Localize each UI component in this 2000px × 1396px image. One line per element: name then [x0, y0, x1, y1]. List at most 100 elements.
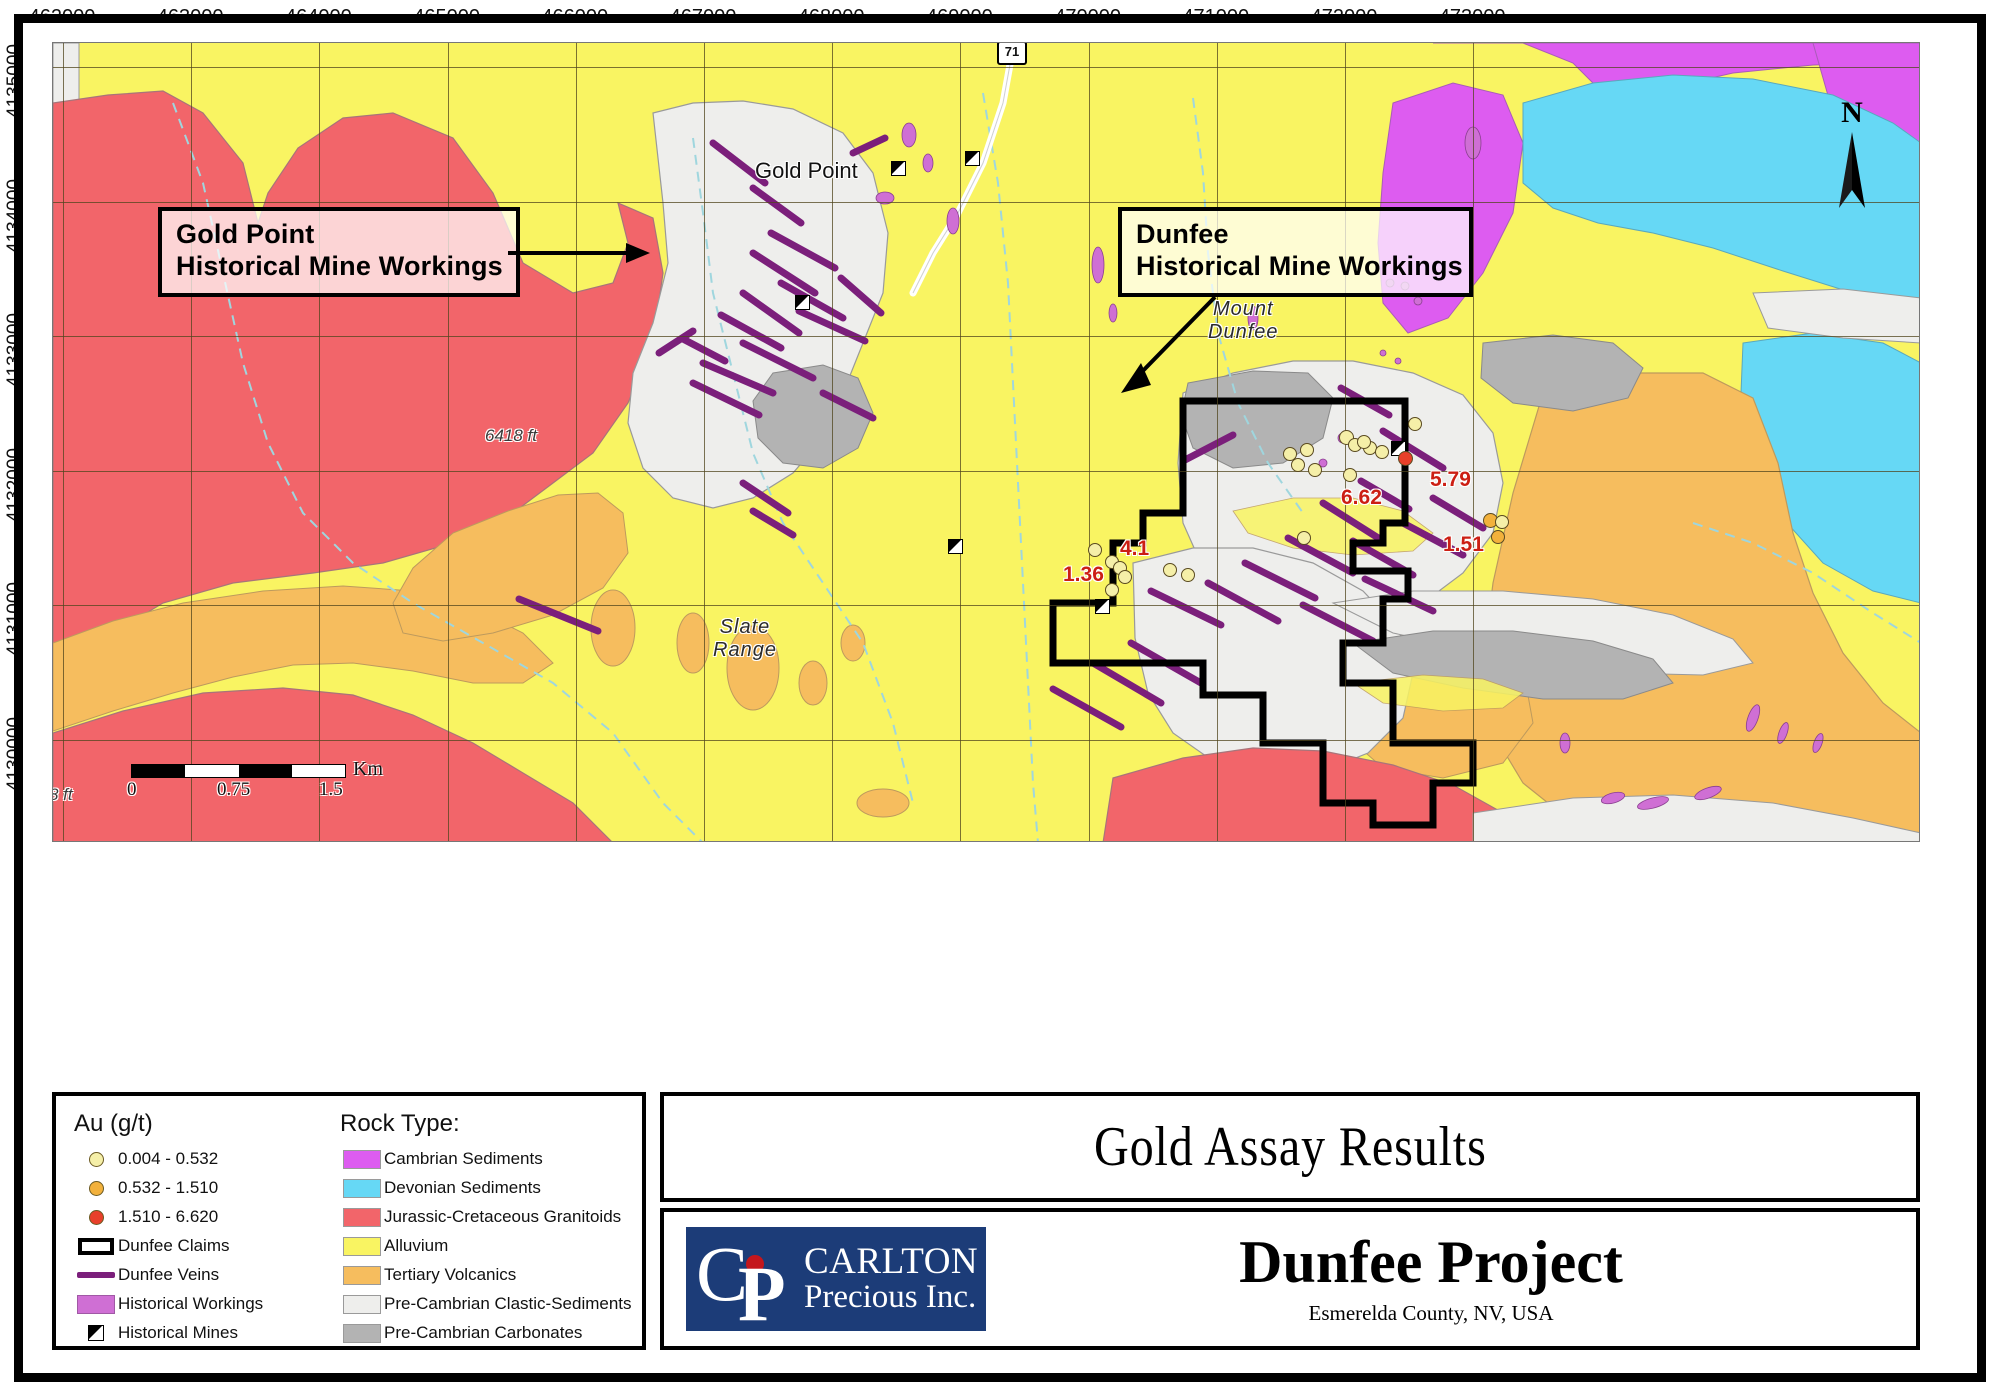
mount-dunfee-line1: Mount — [1212, 298, 1274, 320]
assay-point[interactable] — [1308, 463, 1322, 477]
legend-item-au-class[interactable]: 0.532 - 1.510 — [74, 1175, 263, 1201]
assay-point[interactable] — [1105, 583, 1119, 597]
scale-tick-0: 0 — [127, 779, 137, 800]
rock-swatch — [340, 1294, 384, 1314]
workings-swatch — [74, 1294, 118, 1314]
legend-label: Jurassic-Cretaceous Granitoids — [384, 1207, 622, 1226]
legend-item-rock-type[interactable]: Alluvium — [340, 1233, 632, 1259]
rock-swatch — [340, 1178, 384, 1198]
carlton-precious-logo: C P CARLTON Precious Inc. — [686, 1227, 986, 1337]
legend-column-au: Au (g/t) 0.004 - 0.532 0.532 - 1.510 1.5… — [74, 1110, 263, 1349]
legend-item-historical-workings[interactable]: Historical Workings — [74, 1291, 263, 1317]
scale-tick-2: 1.5 — [319, 779, 343, 800]
legend-header-au: Au (g/t) — [74, 1110, 153, 1137]
au-class-swatch — [74, 1151, 118, 1167]
assay-point[interactable] — [1495, 515, 1509, 529]
logo-red-dot — [746, 1255, 764, 1273]
historical-mine-symbol — [795, 295, 810, 310]
assay-point[interactable] — [1181, 568, 1195, 582]
project-title-box: C P CARLTON Precious Inc. Dunfee Project… — [660, 1208, 1920, 1350]
assay-label: 4.1 — [1120, 537, 1150, 560]
assay-point[interactable] — [1300, 443, 1314, 457]
slate-range-line1: Slate — [719, 616, 771, 638]
assay-point[interactable] — [1408, 417, 1422, 431]
slate-range-line2: Range — [713, 639, 777, 661]
legend-item-rock-type[interactable]: Pre-Cambrian Carbonates — [340, 1320, 632, 1346]
logo-letter-c: C — [696, 1230, 749, 1317]
map-title: Gold Assay Results — [1093, 1116, 1487, 1178]
assay-point[interactable] — [1343, 468, 1357, 482]
legend-item-au-class[interactable]: 0.004 - 0.532 — [74, 1146, 263, 1172]
legend-label: Historical Workings — [118, 1294, 264, 1313]
legend-header-rock-type: Rock Type: — [340, 1110, 460, 1137]
legend-item-rock-type[interactable]: Devonian Sediments — [340, 1175, 632, 1201]
assay-label: 5.79 — [1430, 468, 1471, 491]
map-title-box: Gold Assay Results — [660, 1092, 1920, 1202]
legend-label: Dunfee Claims — [118, 1236, 230, 1255]
legend-item-au-class[interactable]: 1.510 - 6.620 — [74, 1204, 263, 1230]
legend-item-historical-mines[interactable]: Historical Mines — [74, 1320, 263, 1346]
north-arrow: N — [1825, 98, 1879, 218]
legend-item-dunfee-veins[interactable]: Dunfee Veins — [74, 1262, 263, 1288]
north-arrow-glyph — [1839, 132, 1865, 208]
rock-swatch — [340, 1149, 384, 1169]
legend-label: Cambrian Sediments — [384, 1149, 543, 1168]
assay-label: 1.51 — [1443, 533, 1484, 556]
assay-point[interactable] — [1291, 458, 1305, 472]
legend-item-rock-type[interactable]: Cambrian Sediments — [340, 1146, 632, 1172]
legend-label: Tertiary Volcanics — [384, 1265, 517, 1284]
historical-mine-symbol — [1095, 599, 1110, 614]
callout-dunfee-line2: Historical Mine Workings — [1136, 250, 1463, 281]
logo-letter-p: P — [738, 1250, 786, 1337]
mount-dunfee-line2: Dunfee — [1208, 321, 1279, 343]
legend-label: 0.532 - 1.510 — [118, 1178, 219, 1197]
legend-item-rock-type[interactable]: Tertiary Volcanics — [340, 1262, 632, 1288]
legend-item-rock-type[interactable]: Jurassic-Cretaceous Granitoids — [340, 1204, 632, 1230]
assay-point-high[interactable] — [1398, 451, 1413, 466]
assay-point[interactable] — [1375, 445, 1389, 459]
legend-label: Alluvium — [384, 1236, 449, 1255]
geology-map[interactable]: 5.79 6.62 1.51 4.1 1.36 Gold Point Mount… — [52, 42, 1920, 842]
assay-point[interactable] — [1163, 563, 1177, 577]
assay-point[interactable] — [1088, 543, 1102, 557]
assay-point[interactable] — [1297, 531, 1311, 545]
assay-point[interactable] — [1491, 530, 1505, 544]
callout-gold-point: Gold Point Historical Mine Workings — [158, 207, 520, 297]
callout-arrow-dunfee — [1121, 295, 1217, 393]
au-class-swatch — [74, 1209, 118, 1225]
legend-panel: Au (g/t) 0.004 - 0.532 0.532 - 1.510 1.5… — [52, 1092, 646, 1350]
town-label-gold-point: Gold Point — [755, 158, 858, 183]
legend-label: Dunfee Veins — [118, 1265, 220, 1284]
scale-bar-unit: Km — [353, 758, 383, 780]
legend-label: Historical Mines — [118, 1323, 238, 1342]
rock-swatch — [340, 1236, 384, 1256]
historical-mine-symbol — [891, 161, 906, 176]
rock-swatch — [340, 1265, 384, 1285]
legend-item-dunfee-claims[interactable]: Dunfee Claims — [74, 1233, 263, 1259]
cp-monogram: C P — [686, 1227, 804, 1337]
legend-item-rock-type[interactable]: Pre-Cambrian Clastic-Sediments — [340, 1291, 632, 1317]
callout-dunfee: Dunfee Historical Mine Workings — [1118, 207, 1473, 297]
legend-label: 1.510 - 6.620 — [118, 1207, 219, 1226]
legend-label: Devonian Sediments — [384, 1178, 541, 1197]
veins-swatch — [74, 1272, 118, 1278]
rock-swatch — [340, 1207, 384, 1227]
project-title: Dunfee Project — [1239, 1228, 1623, 1295]
logo-line1: CARLTON — [804, 1241, 979, 1283]
rock-swatch — [340, 1323, 384, 1343]
elevation-label-edge: 8 ft — [53, 785, 73, 804]
assay-point[interactable] — [1357, 435, 1371, 449]
peak-label-mount-dunfee: Mount Dunfee — [1208, 298, 1279, 344]
assay-point[interactable] — [1118, 570, 1132, 584]
claims-swatch — [74, 1237, 118, 1255]
legend-label: 0.004 - 0.532 — [118, 1149, 219, 1168]
historical-mine-symbol — [965, 151, 980, 166]
logo-line2: Precious Inc. — [804, 1279, 977, 1316]
assay-point[interactable] — [1283, 447, 1297, 461]
historical-mine-symbol — [948, 539, 963, 554]
scale-bar-graphic — [131, 764, 346, 778]
au-class-swatch — [74, 1180, 118, 1196]
scale-tick-1: 0.75 — [217, 779, 251, 800]
geology-polygons — [53, 43, 1919, 841]
